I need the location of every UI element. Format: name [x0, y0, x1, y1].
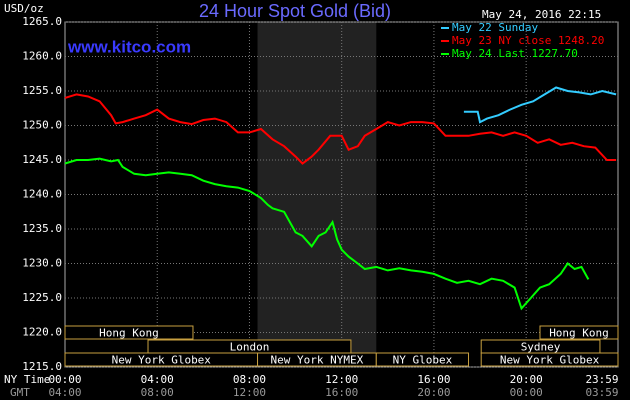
- series-line: [64, 93, 617, 165]
- x-axis-label: NY Time: [4, 373, 50, 386]
- y-tick-label: 1265.0: [22, 15, 62, 28]
- legend-label: May 24 Last 1227.70: [452, 47, 578, 60]
- session-label: NY Globex: [393, 354, 453, 367]
- x-tick-label: 16:00: [417, 373, 450, 386]
- x2-tick-label: 20:00: [417, 386, 450, 399]
- session-label: New York Globex: [500, 354, 600, 367]
- x2-tick-label: 16:00: [325, 386, 358, 399]
- series-line: [64, 157, 590, 311]
- x2-tick-label: 08:00: [141, 386, 174, 399]
- y-unit: USD/oz: [4, 2, 44, 15]
- y-tick-label: 1220.0: [22, 326, 62, 339]
- x-tick-label: 23:59: [585, 373, 618, 386]
- session-box: [375, 352, 470, 367]
- x2-tick-label: 12:00: [233, 386, 266, 399]
- x-tick-label: 08:00: [233, 373, 266, 386]
- chart-title: 24 Hour Spot Gold (Bid): [199, 1, 391, 21]
- session-box: [539, 325, 619, 340]
- y-tick-label: 1250.0: [22, 119, 62, 132]
- y-tick-label: 1255.0: [22, 84, 62, 97]
- x-tick-label: 12:00: [325, 373, 358, 386]
- session-box: [480, 352, 619, 367]
- watermark: www.kitco.com: [67, 37, 191, 56]
- x-tick-label: 04:00: [141, 373, 174, 386]
- series-line: [463, 86, 617, 124]
- x2-tick-label: 03:59: [585, 386, 618, 399]
- session-label: London: [230, 341, 270, 354]
- y-tick-label: 1235.0: [22, 222, 62, 235]
- y-tick-label: 1225.0: [22, 291, 62, 304]
- x-tick-label: 20:00: [510, 373, 543, 386]
- session-label: New York NYMEX: [271, 354, 364, 367]
- timestamp: May 24, 2016 22:15: [482, 8, 601, 21]
- session-label: Hong Kong: [549, 327, 609, 340]
- x2-axis-label: GMT: [10, 386, 30, 399]
- x2-tick-label: 04:00: [48, 386, 81, 399]
- y-tick-label: 1230.0: [22, 257, 62, 270]
- y-tick-label: 1240.0: [22, 188, 62, 201]
- session-label: Hong Kong: [99, 327, 159, 340]
- x-tick-label: 00:00: [48, 373, 81, 386]
- y-tick-label: 1260.0: [22, 50, 62, 63]
- legend-label: May 23 NY close 1248.20: [452, 34, 604, 47]
- session-label: Sydney: [521, 341, 561, 354]
- session-label: New York Globex: [112, 354, 212, 367]
- session-box: [64, 325, 194, 340]
- y-tick-label: 1215.0: [22, 360, 62, 373]
- y-tick-label: 1245.0: [22, 153, 62, 166]
- x2-tick-label: 00:00: [510, 386, 543, 399]
- legend-label: May 22 Sunday: [452, 21, 538, 34]
